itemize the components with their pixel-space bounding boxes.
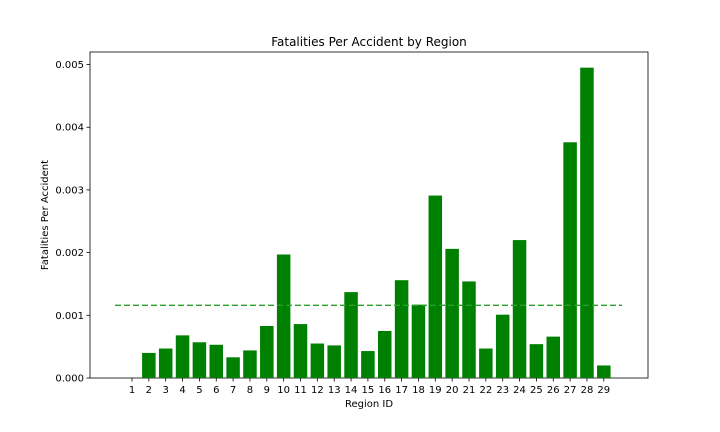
bar-region-14 bbox=[344, 292, 358, 378]
bar-region-22 bbox=[479, 348, 493, 378]
bar-region-8 bbox=[243, 350, 257, 378]
bars-group bbox=[142, 67, 611, 379]
y-tick-label: 0.004 bbox=[55, 123, 84, 134]
y-tick-label: 0.000 bbox=[55, 374, 84, 385]
x-axis-label: Region ID bbox=[345, 399, 393, 410]
x-tick-label: 7 bbox=[230, 385, 236, 396]
x-tick-label: 26 bbox=[547, 385, 560, 396]
x-tick-label: 4 bbox=[179, 385, 185, 396]
x-tick-label: 8 bbox=[247, 385, 253, 396]
x-tick-label: 12 bbox=[311, 385, 324, 396]
bar-region-20 bbox=[445, 248, 459, 378]
bar-region-25 bbox=[529, 344, 544, 378]
x-tick-label: 10 bbox=[277, 385, 290, 396]
bar-region-24 bbox=[512, 240, 527, 378]
x-tick-label: 9 bbox=[264, 385, 270, 396]
x-tick-label: 19 bbox=[429, 385, 442, 396]
x-tick-label: 3 bbox=[163, 385, 169, 396]
bar-region-6 bbox=[209, 344, 223, 378]
x-tick-label: 18 bbox=[412, 385, 425, 396]
y-axis-label: Fatalities Per Accident bbox=[40, 160, 51, 270]
bar-region-16 bbox=[378, 330, 392, 378]
bar-region-2 bbox=[142, 352, 156, 378]
y-tick-label: 0.002 bbox=[55, 248, 84, 259]
bar-region-28 bbox=[580, 67, 594, 379]
bar-region-12 bbox=[310, 343, 325, 378]
y-tick-label: 0.005 bbox=[55, 60, 84, 71]
bar-region-29 bbox=[597, 365, 611, 378]
x-tick-label: 29 bbox=[597, 385, 610, 396]
bar-region-3 bbox=[158, 348, 173, 378]
bar-region-23 bbox=[495, 314, 510, 378]
x-tick-label: 2 bbox=[146, 385, 152, 396]
y-tick-label: 0.001 bbox=[55, 311, 84, 322]
y-tick-label: 0.003 bbox=[55, 185, 84, 196]
bar-region-15 bbox=[361, 351, 375, 378]
bar-region-27 bbox=[563, 142, 577, 378]
x-tick-label: 6 bbox=[213, 385, 219, 396]
x-tick-label: 20 bbox=[446, 385, 459, 396]
bar-region-7 bbox=[226, 357, 240, 378]
x-tick-label: 22 bbox=[479, 385, 492, 396]
x-tick-label: 21 bbox=[463, 385, 476, 396]
x-tick-label: 17 bbox=[395, 385, 408, 396]
bar-region-21 bbox=[462, 281, 476, 378]
x-ticks-group: 1 2 3 4 5 6 7 8 9 10 11 12 13 14 15 16 17 18 19 20 21 22 23 24 2… bbox=[129, 378, 610, 396]
x-tick-label: 23 bbox=[496, 385, 509, 396]
x-tick-label: 16 bbox=[378, 385, 391, 396]
bar-region-11 bbox=[293, 324, 308, 378]
bar-region-5 bbox=[192, 342, 207, 378]
bar-region-26 bbox=[546, 336, 560, 378]
x-tick-label: 27 bbox=[564, 385, 577, 396]
bar-region-4 bbox=[175, 335, 190, 378]
x-tick-label: 28 bbox=[581, 385, 594, 396]
x-tick-label: 15 bbox=[362, 385, 375, 396]
x-tick-label: 5 bbox=[196, 385, 202, 396]
x-tick-label: 25 bbox=[530, 385, 543, 396]
bar-region-17 bbox=[394, 280, 409, 378]
bar-region-18 bbox=[411, 304, 426, 378]
chart-title: Fatalities Per Accident by Region bbox=[271, 35, 467, 49]
x-tick-label: 24 bbox=[513, 385, 526, 396]
bar-region-10 bbox=[276, 254, 291, 378]
bar-region-19 bbox=[428, 195, 443, 378]
bar-region-13 bbox=[327, 345, 341, 378]
x-tick-label: 14 bbox=[345, 385, 358, 396]
x-tick-label: 13 bbox=[328, 385, 341, 396]
y-ticks-group: 0.000 0.001 0.002 0.003 0.004 0.005 bbox=[55, 60, 90, 385]
x-tick-label: 11 bbox=[294, 385, 307, 396]
x-tick-label: 1 bbox=[129, 385, 135, 396]
bar-region-9 bbox=[260, 325, 274, 378]
